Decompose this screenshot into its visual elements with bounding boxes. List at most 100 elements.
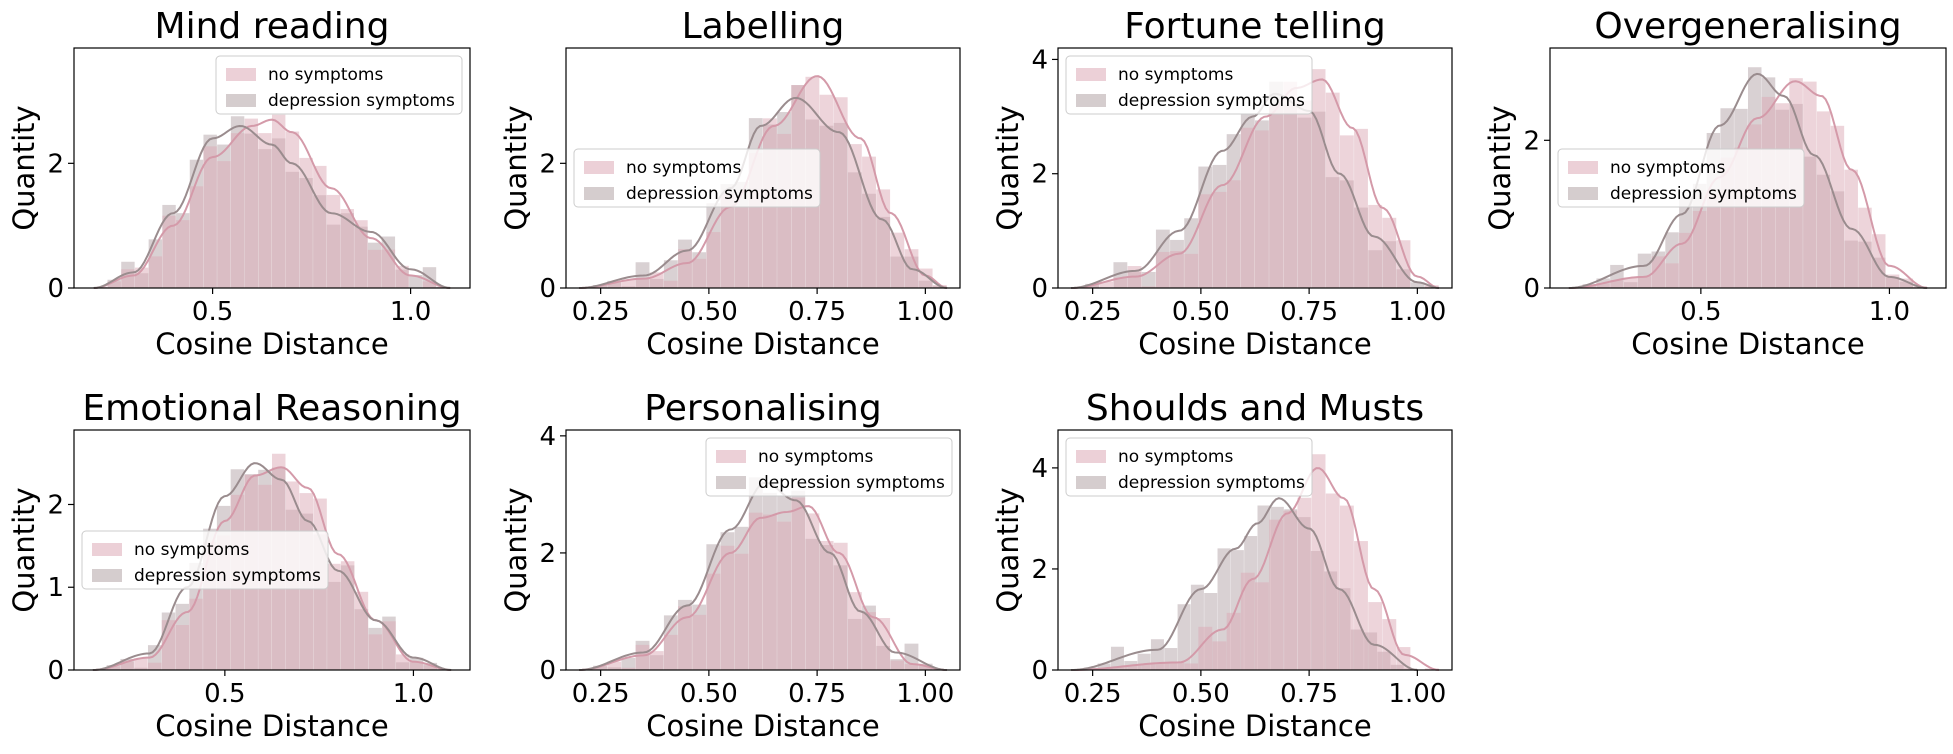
histogram-bar — [175, 625, 190, 670]
histogram-bar — [1184, 253, 1199, 288]
histogram-bar — [918, 666, 933, 670]
histogram-bar — [1354, 541, 1368, 670]
histogram-bar — [272, 114, 286, 289]
y-tick-label: 4 — [1031, 45, 1048, 75]
histogram-bar — [1368, 204, 1383, 288]
histogram-bar — [692, 614, 707, 670]
histogram-bar — [833, 542, 848, 670]
histogram-bar — [161, 620, 176, 670]
histogram-bar — [678, 249, 692, 288]
x-tick-label: 1.00 — [1388, 679, 1446, 709]
histogram-bar — [678, 606, 692, 670]
x-tick-label: 0.5 — [1680, 297, 1721, 327]
legend-box — [215, 55, 463, 115]
legend-label: depression symptoms — [626, 184, 813, 204]
x-tick-label: 0.50 — [680, 297, 738, 327]
histogram-bar — [1610, 280, 1624, 288]
histogram-bar — [1255, 130, 1269, 288]
histogram-bar — [649, 651, 664, 670]
histogram-bar — [635, 644, 650, 670]
histogram-bar — [1212, 641, 1227, 670]
x-axis-label: Cosine Distance — [155, 327, 388, 361]
histogram-bar — [1097, 663, 1111, 670]
x-tick-label: 1.00 — [1388, 297, 1446, 327]
x-tick-label: 0.25 — [1064, 679, 1122, 709]
histogram-bar — [1255, 582, 1269, 670]
histogram-bar — [1382, 619, 1397, 670]
axes-frame — [73, 429, 471, 671]
legend-label: no symptoms — [626, 158, 741, 178]
histogram-bar — [876, 189, 891, 288]
legend-swatch — [1076, 476, 1106, 489]
histogram-bar — [1240, 572, 1255, 670]
legend-swatch — [1568, 187, 1598, 200]
x-axis-label: Cosine Distance — [155, 709, 388, 743]
kde-line-depression-symptoms — [578, 96, 948, 289]
y-axis-label: Quantity — [991, 105, 1025, 230]
y-axis-label: Quantity — [1483, 105, 1517, 230]
histogram-bar — [663, 634, 678, 670]
y-axis-label: Quantity — [499, 487, 533, 612]
subplot-3: 0.25 0.50 0.75 1.00 0 2 4 Fortune telling Cosine… — [991, 6, 1453, 361]
y-tick-label: 0 — [539, 274, 556, 304]
y-tick-label: 1 — [47, 573, 64, 603]
histogram-bar — [1226, 180, 1241, 288]
histogram-bar — [1311, 69, 1326, 288]
histogram-bar — [748, 512, 763, 670]
histogram-bar — [819, 540, 834, 670]
legend-label: depression symptoms — [268, 91, 455, 111]
legend-swatch — [1076, 94, 1106, 107]
histogram-bar — [1170, 251, 1184, 288]
subplot-4: 0.5 1.0 0 2 Overgeneralising Cosine Distance Q… — [1483, 6, 1947, 361]
histogram-bar — [230, 133, 245, 288]
y-tick-label: 2 — [539, 539, 556, 569]
histogram-bar — [162, 215, 176, 288]
subplot-title: Labelling — [682, 6, 845, 47]
subplot-title: Fortune telling — [1124, 6, 1386, 47]
histogram-bar — [833, 97, 848, 288]
x-tick-label: 0.50 — [1172, 679, 1230, 709]
histogram-bar — [1113, 666, 1128, 670]
histogram-bar — [1651, 256, 1666, 288]
histogram-bar — [607, 661, 622, 670]
histogram-bar — [1679, 232, 1693, 288]
histogram-bar — [1170, 662, 1184, 670]
legend-swatch — [226, 94, 256, 107]
y-tick-label: 0 — [47, 656, 64, 686]
legend: no symptoms depression symptoms — [1065, 437, 1313, 497]
legend: no symptoms depression symptoms — [81, 530, 329, 590]
legend-label: no symptoms — [268, 65, 383, 85]
histogram-bar — [1858, 207, 1872, 288]
histogram-bar — [890, 232, 905, 288]
x-axis-label: Cosine Distance — [646, 327, 879, 361]
x-axis-label: Cosine Distance — [646, 709, 879, 743]
y-tick-label: 0 — [1031, 656, 1048, 686]
histogram-bar — [1240, 127, 1255, 288]
subplot-title: Mind reading — [155, 6, 390, 47]
histogram-bar — [189, 598, 203, 670]
histogram-bar — [1184, 663, 1199, 670]
legend-swatch — [716, 450, 746, 463]
histogram-bar — [621, 667, 636, 670]
y-tick-label: 2 — [47, 490, 64, 520]
x-tick-label: 0.75 — [1280, 297, 1338, 327]
histogram-bar — [327, 563, 341, 670]
histogram-bar — [1141, 286, 1156, 288]
y-tick-label: 2 — [539, 149, 556, 179]
x-tick-label: 0.50 — [680, 679, 738, 709]
histogram-depression-symptoms — [578, 477, 947, 670]
kde-line-no-symptoms — [1070, 78, 1440, 289]
y-axis-label: Quantity — [7, 105, 41, 230]
x-tick-label: 0.25 — [1064, 297, 1122, 327]
histogram-bar — [1816, 111, 1831, 289]
legend: no symptoms depression symptoms — [573, 148, 821, 208]
histogram-bar — [1155, 251, 1170, 288]
legend-label: depression symptoms — [1118, 91, 1305, 111]
histogram-no-symptoms — [578, 497, 947, 670]
x-tick-label: 1.0 — [390, 297, 431, 327]
histogram-bar — [621, 279, 636, 288]
x-axis-label: Cosine Distance — [1138, 709, 1371, 743]
histogram-bar — [1637, 276, 1652, 288]
histogram-bar — [1113, 277, 1128, 288]
histogram-bar — [1297, 497, 1312, 670]
